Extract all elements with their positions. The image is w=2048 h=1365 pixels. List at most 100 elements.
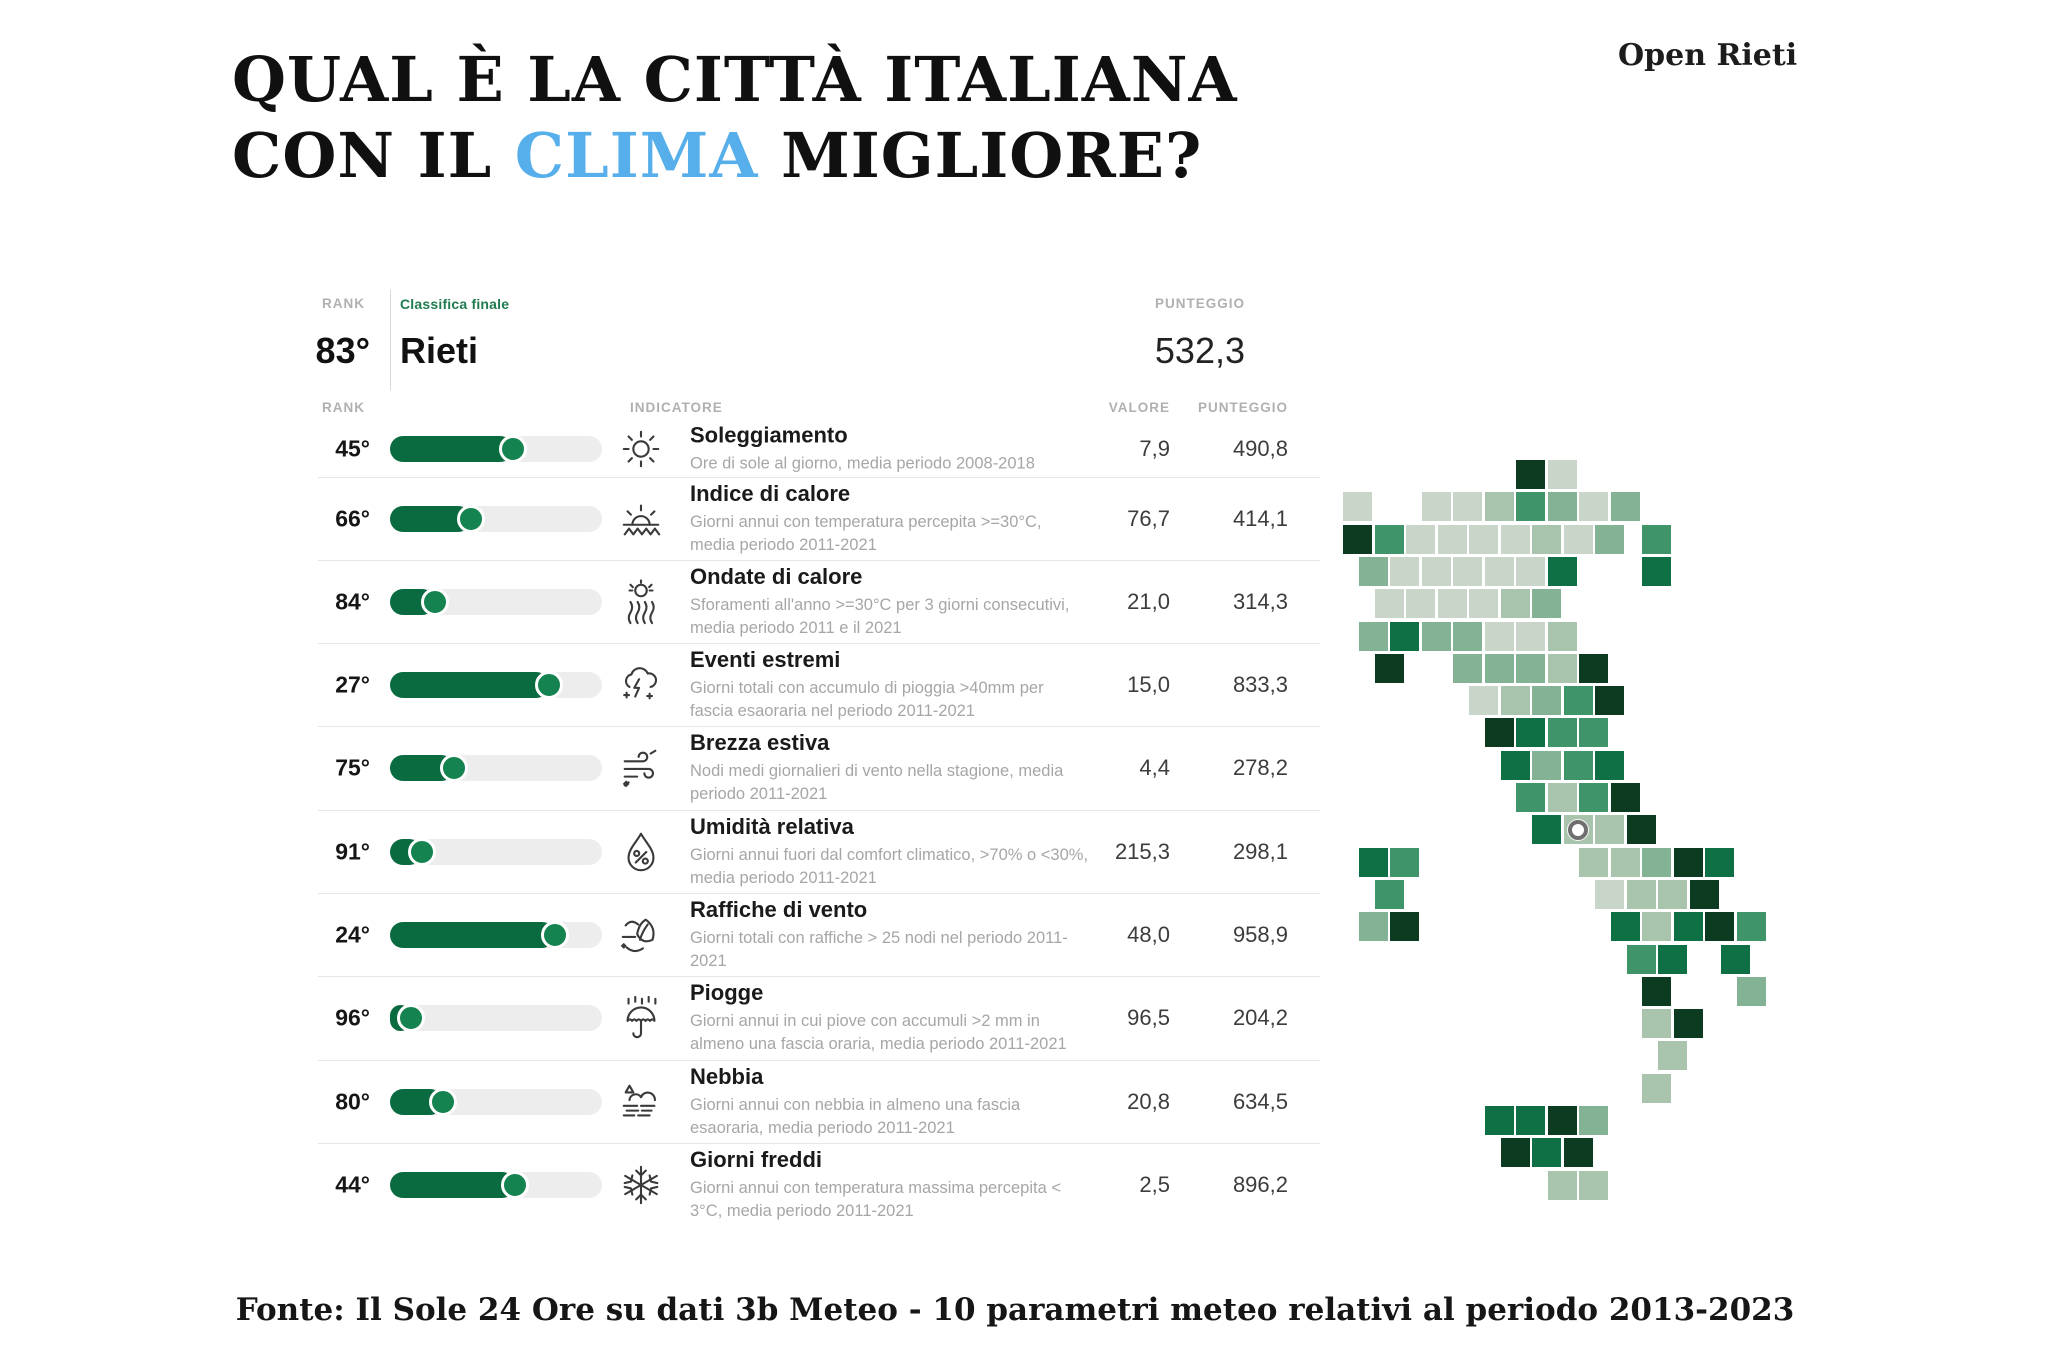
open-rieti-link[interactable]: Open Rieti <box>1618 38 1798 73</box>
province-cell[interactable] <box>1373 878 1405 910</box>
province-cell[interactable] <box>1578 1105 1610 1136</box>
province-cell[interactable] <box>1578 491 1610 523</box>
province-cell[interactable] <box>1515 652 1547 684</box>
province-cell[interactable] <box>1562 685 1594 717</box>
province-cell[interactable] <box>1578 846 1610 878</box>
province-cell[interactable] <box>1546 555 1578 587</box>
province-cell[interactable] <box>1546 491 1578 523</box>
province-cell[interactable] <box>1609 846 1641 878</box>
province-cell[interactable] <box>1420 555 1452 587</box>
province-cell[interactable] <box>1389 846 1421 878</box>
province-cell[interactable] <box>1562 814 1594 846</box>
province-cell[interactable] <box>1499 749 1531 781</box>
province-cell[interactable] <box>1483 652 1515 684</box>
province-cell[interactable] <box>1657 1040 1688 1072</box>
province-cell[interactable] <box>1531 588 1562 620</box>
province-cell[interactable] <box>1641 846 1673 878</box>
province-cell[interactable] <box>1531 523 1562 555</box>
province-cell[interactable] <box>1515 620 1547 652</box>
province-cell[interactable] <box>1562 523 1594 555</box>
province-cell[interactable] <box>1531 1137 1562 1169</box>
province-cell[interactable] <box>1483 620 1515 652</box>
province-cell[interactable] <box>1578 652 1610 684</box>
province-cell[interactable] <box>1436 588 1468 620</box>
province-cell[interactable] <box>1468 588 1499 620</box>
province-cell[interactable] <box>1594 749 1625 781</box>
province-cell[interactable] <box>1578 717 1610 749</box>
province-cell[interactable] <box>1641 1072 1673 1104</box>
province-cell[interactable] <box>1578 1169 1610 1201</box>
province-cell[interactable] <box>1483 491 1515 523</box>
province-cell[interactable] <box>1515 717 1547 749</box>
province-cell[interactable] <box>1389 620 1421 652</box>
province-cell[interactable] <box>1483 717 1515 749</box>
province-cell[interactable] <box>1499 588 1531 620</box>
province-cell[interactable] <box>1531 685 1562 717</box>
province-cell[interactable] <box>1735 975 1767 1007</box>
province-cell[interactable] <box>1625 878 1657 910</box>
province-cell[interactable] <box>1546 1105 1578 1136</box>
province-cell[interactable] <box>1594 814 1625 846</box>
province-cell[interactable] <box>1704 846 1736 878</box>
province-cell[interactable] <box>1342 523 1373 555</box>
province-cell[interactable] <box>1704 911 1736 943</box>
province-cell[interactable] <box>1625 943 1657 975</box>
province-cell[interactable] <box>1562 1137 1594 1169</box>
province-cell[interactable] <box>1357 620 1389 652</box>
province-cell[interactable] <box>1546 717 1578 749</box>
province-cell[interactable] <box>1389 555 1421 587</box>
province-cell[interactable] <box>1609 911 1641 943</box>
province-cell[interactable] <box>1452 555 1484 587</box>
province-cell[interactable] <box>1594 878 1625 910</box>
province-cell[interactable] <box>1562 749 1594 781</box>
province-cell[interactable] <box>1657 943 1688 975</box>
province-cell[interactable] <box>1373 652 1405 684</box>
province-cell[interactable] <box>1357 846 1389 878</box>
province-cell[interactable] <box>1672 846 1704 878</box>
province-cell[interactable] <box>1641 523 1673 555</box>
province-cell[interactable] <box>1420 491 1452 523</box>
province-cell[interactable] <box>1641 1008 1673 1040</box>
province-cell[interactable] <box>1641 911 1673 943</box>
province-cell[interactable] <box>1515 782 1547 813</box>
province-cell[interactable] <box>1546 1169 1578 1201</box>
province-cell[interactable] <box>1436 523 1468 555</box>
province-cell[interactable] <box>1405 523 1436 555</box>
province-cell[interactable] <box>1688 878 1720 910</box>
province-cell[interactable] <box>1357 555 1389 587</box>
province-cell[interactable] <box>1452 652 1484 684</box>
province-cell[interactable] <box>1373 523 1405 555</box>
province-cell[interactable] <box>1672 1008 1704 1040</box>
province-cell[interactable] <box>1468 685 1499 717</box>
province-cell[interactable] <box>1483 555 1515 587</box>
province-cell[interactable] <box>1546 459 1578 490</box>
province-cell[interactable] <box>1357 911 1389 943</box>
province-cell[interactable] <box>1641 975 1673 1007</box>
province-cell[interactable] <box>1405 588 1436 620</box>
province-cell[interactable] <box>1452 491 1484 523</box>
province-cell[interactable] <box>1499 523 1531 555</box>
province-cell[interactable] <box>1546 620 1578 652</box>
province-cell[interactable] <box>1499 685 1531 717</box>
province-cell[interactable] <box>1515 555 1547 587</box>
province-cell[interactable] <box>1452 620 1484 652</box>
province-cell[interactable] <box>1515 459 1547 490</box>
province-cell[interactable] <box>1389 911 1421 943</box>
province-cell[interactable] <box>1609 491 1641 523</box>
province-cell[interactable] <box>1515 1105 1547 1136</box>
province-cell[interactable] <box>1641 555 1673 587</box>
province-cell[interactable] <box>1373 588 1405 620</box>
province-cell[interactable] <box>1546 652 1578 684</box>
province-cell[interactable] <box>1499 1137 1531 1169</box>
province-cell[interactable] <box>1531 814 1562 846</box>
province-cell[interactable] <box>1672 911 1704 943</box>
province-cell[interactable] <box>1657 878 1688 910</box>
province-cell[interactable] <box>1720 943 1751 975</box>
province-cell[interactable] <box>1468 523 1499 555</box>
province-cell[interactable] <box>1594 685 1625 717</box>
province-cell[interactable] <box>1546 782 1578 813</box>
province-cell[interactable] <box>1735 911 1767 943</box>
province-cell[interactable] <box>1483 1105 1515 1136</box>
province-cell[interactable] <box>1578 782 1610 813</box>
province-cell[interactable] <box>1342 491 1373 523</box>
